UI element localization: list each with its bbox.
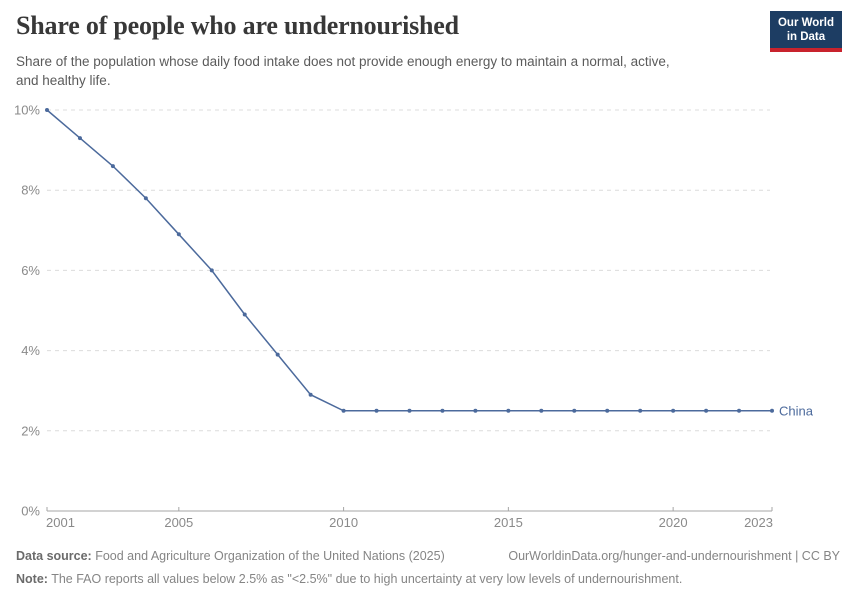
data-point xyxy=(308,392,313,397)
chart-title: Share of people who are undernourished xyxy=(16,11,459,40)
owid-logo-line1: Our World xyxy=(777,17,834,29)
chart-subtitle-line2: and healthy life. xyxy=(16,73,111,89)
data-point xyxy=(671,408,676,413)
data-point xyxy=(176,232,181,237)
footer-source-row: Data source: Food and Agriculture Organi… xyxy=(16,548,840,564)
owid-logo: Our World in Data xyxy=(769,11,842,53)
owid-url-link[interactable]: OurWorldinData.org/hunger-and-undernouri… xyxy=(508,549,840,563)
chart-subtitle: Share of the population whose daily food… xyxy=(16,52,670,90)
data-point xyxy=(605,408,610,413)
data-point xyxy=(77,136,82,141)
data-point xyxy=(209,268,214,273)
data-point xyxy=(341,408,346,413)
data-point xyxy=(638,408,643,413)
note-text: The FAO reports all values below 2.5% as… xyxy=(51,572,683,587)
data-point xyxy=(770,408,774,413)
owid-logo-line2: in Data xyxy=(786,31,826,44)
y-axis-tick-label: 10% xyxy=(14,103,40,118)
series-line-china xyxy=(46,109,772,412)
x-axis-tick-label: 2023 xyxy=(744,515,773,530)
data-point xyxy=(275,352,280,357)
data-point xyxy=(407,408,412,413)
note-label: Note: xyxy=(16,572,48,587)
data-point xyxy=(539,408,544,413)
data-source-label: Data source: xyxy=(16,549,92,563)
data-point xyxy=(374,408,379,413)
y-axis-tick-label: 2% xyxy=(21,423,40,438)
x-axis-tick-label: 2020 xyxy=(659,515,688,530)
y-axis-tick-label: 4% xyxy=(21,343,40,358)
x-axis-tick-label: 2010 xyxy=(329,515,358,530)
data-point xyxy=(473,408,478,413)
chart-subtitle-line1: Share of the population whose daily food… xyxy=(16,54,670,69)
x-axis-tick-label: 2001 xyxy=(46,515,75,530)
y-axis-tick-label: 0% xyxy=(21,504,40,519)
chart-footer: Data source: Food and Agriculture Organi… xyxy=(16,548,840,588)
y-axis-tick-label: 6% xyxy=(21,263,40,278)
data-point xyxy=(45,108,49,112)
y-axis-tick-label: 8% xyxy=(21,183,40,198)
series-label-china: China xyxy=(779,403,814,418)
x-axis-tick-label: 2005 xyxy=(164,515,193,530)
footer-note-row: Note: The FAO reports all values below 2… xyxy=(16,571,840,587)
data-point xyxy=(737,408,742,413)
data-point xyxy=(506,408,511,413)
data-point xyxy=(242,312,247,317)
data-point xyxy=(143,196,148,201)
x-axis-tick-label: 2015 xyxy=(494,515,523,530)
line-chart-canvas: 0% 2% 4% 6% 8% 10% 2001 2005 2010 2015 2020 2023 Chi… xyxy=(14,103,814,531)
data-source-value: Food and Agriculture Organization of the… xyxy=(95,549,445,563)
data-source-text: Data source: Food and Agriculture Organi… xyxy=(16,548,445,564)
data-point xyxy=(110,164,115,169)
data-point xyxy=(440,408,445,413)
data-point xyxy=(572,408,577,413)
data-point xyxy=(704,408,709,413)
